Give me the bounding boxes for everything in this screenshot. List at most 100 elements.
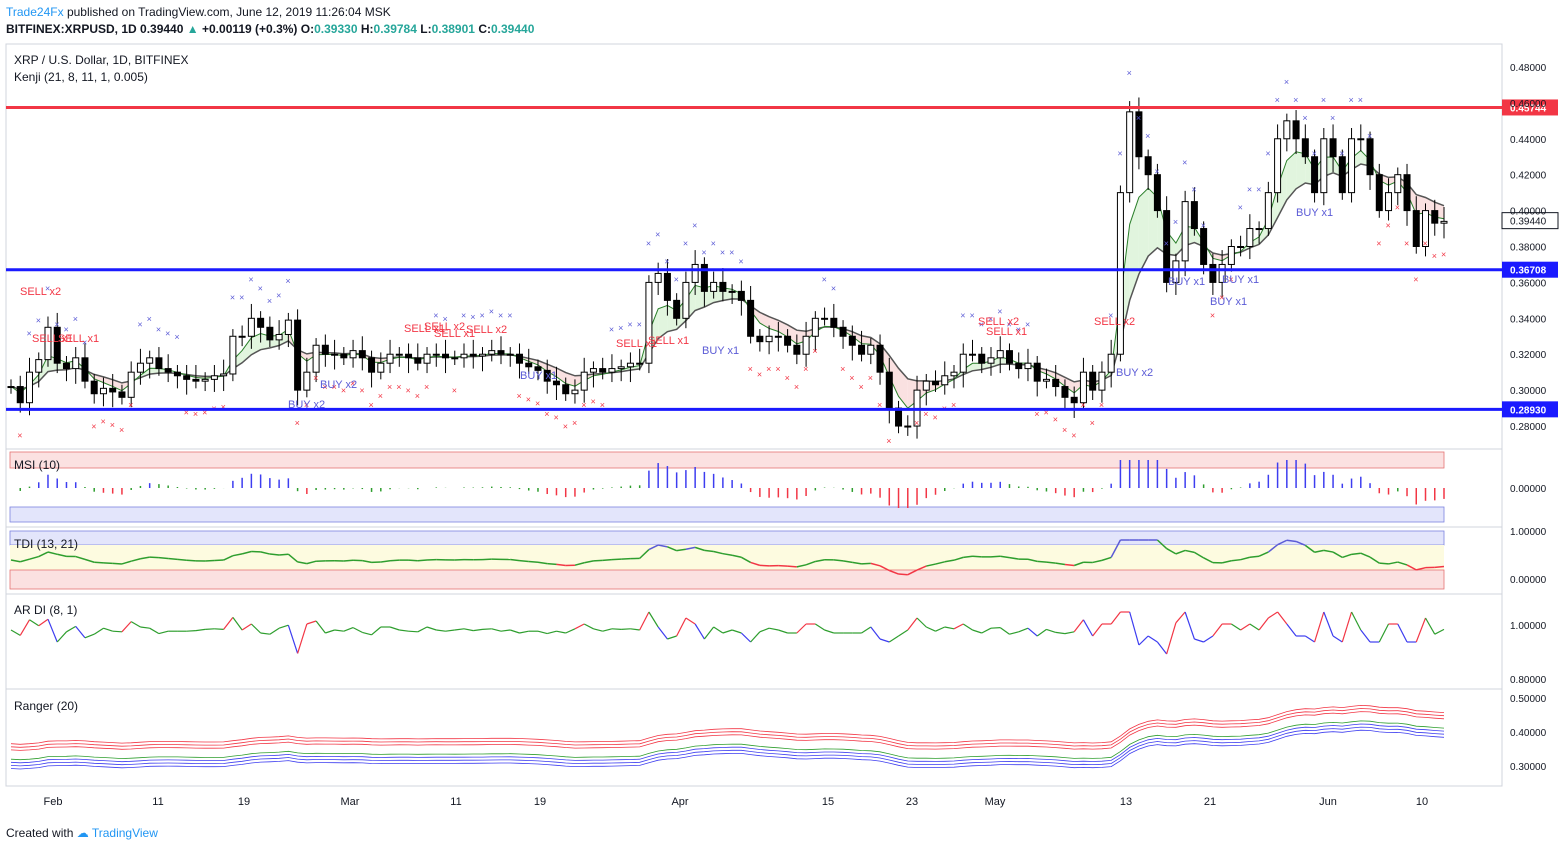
ardi-segment xyxy=(908,618,917,630)
price-axis[interactable]: 0.480000.460000.440000.420000.400000.380… xyxy=(1510,63,1547,433)
msi-tick: 0.00000 xyxy=(1510,484,1547,495)
ardi-segment xyxy=(492,629,501,631)
signal-x-marker: × xyxy=(803,364,808,374)
candle-body xyxy=(156,358,162,369)
ranger-label: Ranger (20) xyxy=(14,699,78,713)
candle-body xyxy=(295,320,301,390)
candle-body xyxy=(849,336,855,345)
signal-x-marker: × xyxy=(498,310,503,320)
ardi-segment xyxy=(723,630,732,633)
signal-x-marker: × xyxy=(757,370,762,380)
ardi-segment xyxy=(926,627,935,631)
ardi-segment xyxy=(501,630,510,631)
time-tick: 21 xyxy=(1204,796,1216,808)
candle-body xyxy=(905,426,911,427)
tdi-segment xyxy=(862,563,871,564)
signal-x-marker: × xyxy=(609,325,614,335)
ardi-segment xyxy=(714,627,723,633)
candle-body xyxy=(433,354,439,355)
candle-body xyxy=(969,354,975,355)
time-tick: 23 xyxy=(906,796,918,808)
ardi-segment xyxy=(307,621,316,624)
candle-body xyxy=(63,363,69,368)
time-tick: Feb xyxy=(44,796,63,808)
signal-x-marker: × xyxy=(646,239,651,249)
candle-body xyxy=(498,351,504,355)
candle-body xyxy=(951,372,957,376)
candle-body xyxy=(581,372,587,390)
price-tick: 0.44000 xyxy=(1510,135,1547,146)
signal-x-marker: × xyxy=(1395,203,1400,213)
time-tick: Apr xyxy=(671,796,688,808)
signal-label: SELL x1 xyxy=(986,326,1027,338)
signal-x-marker: × xyxy=(507,310,512,320)
candle-body xyxy=(1321,139,1327,193)
signal-x-marker: × xyxy=(674,274,679,284)
candle-body xyxy=(1182,202,1188,261)
signal-x-marker: × xyxy=(470,312,475,322)
ardi-segment xyxy=(778,630,787,633)
candle-body xyxy=(82,358,88,381)
candle-body xyxy=(1210,264,1216,282)
ardi-segment xyxy=(862,627,871,633)
candle-body xyxy=(526,363,532,367)
ardi-segment xyxy=(825,630,834,633)
ardi-segment xyxy=(621,629,630,630)
tradingview-logo-icon[interactable]: ☁ xyxy=(77,826,89,840)
signal-label: BUY x1 xyxy=(1210,296,1247,308)
ardi-segment xyxy=(510,630,519,633)
signal-x-marker: × xyxy=(452,386,457,396)
ardi-segment xyxy=(196,629,205,630)
signal-x-marker: × xyxy=(174,332,179,342)
candle-body xyxy=(1053,379,1059,386)
candle-body xyxy=(1154,175,1160,211)
candle-body xyxy=(119,392,125,397)
candle-body xyxy=(618,367,624,369)
ardi-segment xyxy=(1268,612,1277,618)
ardi-segment xyxy=(261,633,270,634)
signal-x-marker: × xyxy=(960,310,965,320)
tdi-segment xyxy=(1065,565,1074,566)
candle-body xyxy=(184,376,190,380)
signal-label: SELL x2 xyxy=(466,324,507,336)
candle-body xyxy=(1441,221,1447,223)
time-tick: May xyxy=(985,796,1006,808)
ardi-segment xyxy=(1416,618,1425,642)
candle-body xyxy=(1256,229,1262,230)
signal-x-marker: × xyxy=(1136,113,1141,123)
ardi-segment xyxy=(1167,623,1176,654)
ardi-segment xyxy=(630,629,639,630)
signal-label: SELL x1 xyxy=(58,333,99,345)
ardi-segment xyxy=(316,621,325,633)
ranger-tick: 0.40000 xyxy=(1510,728,1547,739)
candle-body xyxy=(221,374,227,376)
ardi-segment xyxy=(1028,628,1037,636)
candle-body xyxy=(91,381,97,394)
ardi-segment xyxy=(760,628,769,632)
ardi-segment xyxy=(76,626,85,637)
time-tick: 15 xyxy=(822,796,834,808)
signal-label: BUY x2 xyxy=(1116,367,1153,379)
tdi-segment xyxy=(788,566,797,567)
candle-body xyxy=(1404,175,1410,211)
signal-x-marker: × xyxy=(258,283,263,293)
ardi-segment xyxy=(1213,624,1222,636)
ardi-segment xyxy=(473,629,482,630)
ardi-segment xyxy=(85,634,94,638)
candle-body xyxy=(1339,157,1345,193)
candle-body xyxy=(36,360,42,373)
tdi-segment xyxy=(556,564,565,565)
ardi-segment xyxy=(1176,612,1185,623)
tdi-segment xyxy=(1037,561,1046,562)
candle-body xyxy=(1228,247,1234,265)
candle-body xyxy=(600,369,606,373)
candle-body xyxy=(1349,139,1355,193)
tradingview-brand[interactable]: TradingView xyxy=(92,826,158,840)
ardi-segment xyxy=(1287,624,1296,636)
candle-body xyxy=(480,354,486,356)
signal-x-marker: × xyxy=(1386,221,1391,231)
price-tick: 0.28000 xyxy=(1510,422,1547,433)
